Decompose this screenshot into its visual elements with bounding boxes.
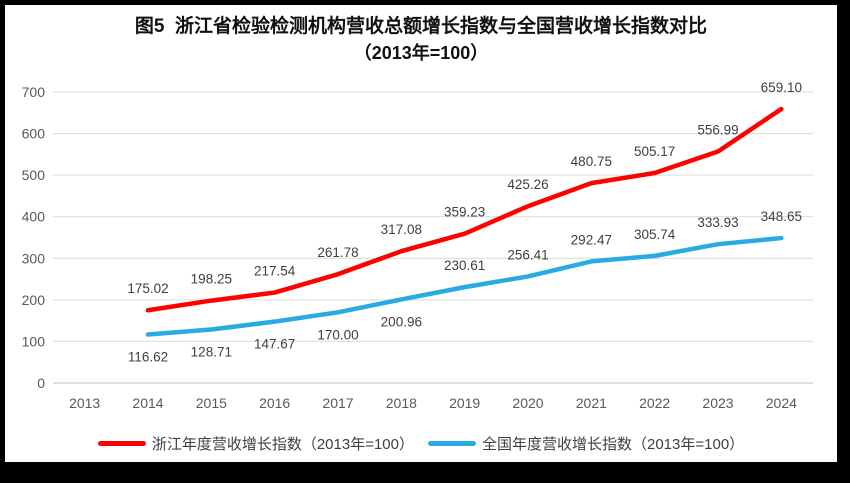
chart-canvas: 图5 浙江省检验检测机构营收总额增长指数与全国营收增长指数对比 （2013年=1… (5, 5, 837, 462)
y-axis-tick-label: 700 (22, 84, 46, 100)
data-label: 261.78 (317, 245, 358, 260)
x-axis-tick-label: 2022 (639, 395, 670, 411)
data-label: 659.10 (761, 80, 802, 95)
data-label: 198.25 (191, 272, 232, 287)
zhejiang-line-marker-icon (97, 440, 146, 446)
x-axis-tick-label: 2024 (766, 395, 797, 411)
series-line-0 (145, 106, 784, 313)
data-label: 256.41 (507, 247, 548, 262)
x-axis-tick-label: 2014 (132, 395, 163, 411)
x-axis-tick-label: 2013 (69, 395, 100, 411)
series-line-1 (145, 235, 784, 337)
chart-title: 图5 浙江省检验检测机构营收总额增长指数与全国营收增长指数对比 （2013年=1… (5, 14, 837, 66)
data-label: 305.74 (634, 227, 676, 242)
data-label: 425.26 (507, 177, 548, 192)
x-axis-tick-label: 2023 (702, 395, 733, 411)
legend-label-national: 全国年度营收增长指数（2013年=100） (482, 435, 745, 453)
data-label: 359.23 (444, 205, 485, 220)
x-axis-tick-label: 2017 (322, 395, 353, 411)
legend: 浙江年度营收增长指数（2013年=100） 全国年度营收增长指数（2013年=1… (5, 431, 837, 455)
x-axis-tick-label: 2021 (576, 395, 607, 411)
y-axis-tick-label: 200 (22, 292, 46, 308)
data-label: 128.71 (191, 344, 232, 359)
data-label: 170.00 (317, 327, 358, 342)
x-axis-tick-label: 2015 (196, 395, 227, 411)
data-label: 230.61 (444, 258, 485, 273)
data-label: 556.99 (697, 122, 738, 137)
legend-item-zhejiang: 浙江年度营收增长指数（2013年=100） (97, 433, 414, 454)
data-label: 317.08 (381, 222, 422, 237)
y-axis-tick-label: 100 (22, 333, 46, 349)
data-label: 217.54 (254, 264, 296, 279)
y-axis-tick-label: 0 (37, 375, 45, 391)
y-axis-tick-label: 600 (22, 126, 46, 142)
chart-title-line1: 图5 浙江省检验检测机构营收总额增长指数与全国营收增长指数对比 (134, 16, 708, 37)
x-axis-tick-label: 2018 (386, 395, 417, 411)
data-label: 505.17 (634, 144, 675, 159)
data-label: 348.65 (761, 209, 802, 224)
chart-title-line2: （2013年=100） (353, 43, 489, 63)
legend-item-national: 全国年度营收增长指数（2013年=100） (428, 433, 744, 454)
data-label: 333.93 (697, 215, 738, 230)
data-label: 292.47 (571, 232, 612, 247)
plot-area: 0 100 200 300 400 500 600 700 2013 2014 2015 2016 20… (22, 80, 813, 411)
data-label: 175.02 (127, 281, 168, 296)
y-axis-tick-label: 300 (22, 250, 46, 266)
data-label: 147.67 (254, 337, 295, 352)
y-axis-tick-label: 500 (22, 167, 46, 183)
legend-label-zhejiang: 浙江年度营收增长指数（2013年=100） (151, 435, 414, 453)
x-axis-tick-label: 2019 (449, 395, 480, 411)
national-line-marker-icon (428, 440, 476, 446)
x-axis-tick-label: 2020 (512, 395, 543, 411)
data-label: 480.75 (571, 154, 612, 169)
x-axis-tick-label: 2016 (259, 395, 290, 411)
data-label: 200.96 (381, 314, 422, 329)
data-label: 116.62 (128, 350, 168, 365)
y-axis-tick-label: 400 (22, 209, 46, 225)
